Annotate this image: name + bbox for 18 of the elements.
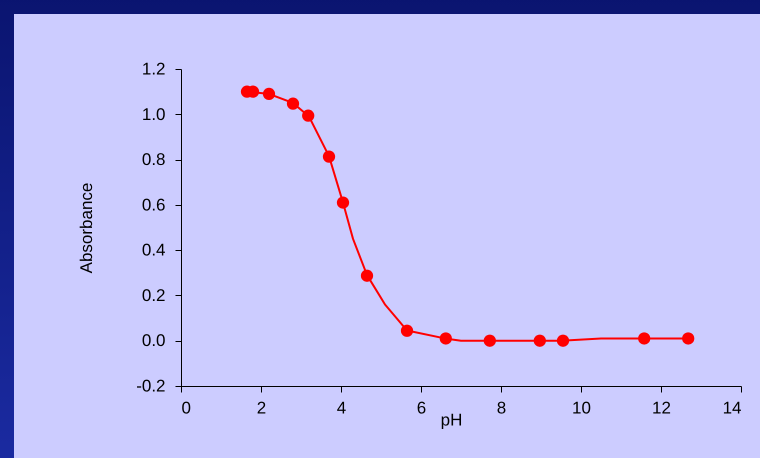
x-tick-label: 8: [496, 398, 506, 418]
y-tick-label: 0.2: [142, 286, 166, 305]
x-axis-title: pH: [440, 410, 462, 430]
x-tick-label: 4: [336, 398, 346, 418]
y-tick-label: 0.8: [142, 150, 166, 170]
x-tick-label: 6: [416, 398, 426, 418]
y-tick-label: 0.6: [142, 195, 166, 214]
x-tick-label: 14: [722, 398, 742, 418]
x-tick-label: 2: [256, 398, 266, 418]
y-tick-label: -0.2: [136, 376, 166, 396]
x-tick-label: 10: [572, 398, 591, 418]
y-tick-label: 1.0: [142, 104, 166, 124]
y-tick-label: 0.4: [142, 240, 166, 260]
y-tick-label: 1.2: [142, 60, 166, 78]
x-tick-label: 0: [182, 398, 191, 418]
y-axis-title: Absorbance: [77, 182, 96, 274]
y-tick-label: 0.0: [142, 331, 166, 350]
x-tick-label: 12: [652, 398, 671, 418]
